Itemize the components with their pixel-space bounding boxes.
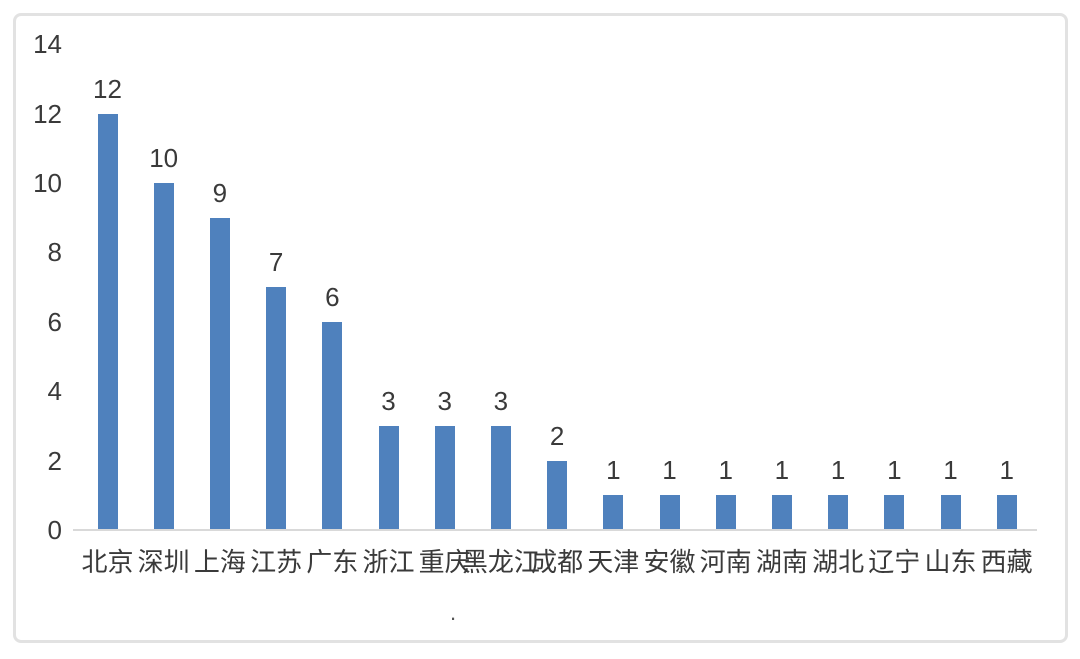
- bar-value-label: 3: [381, 385, 396, 416]
- bar: [659, 495, 680, 530]
- bar-value-label: 6: [325, 281, 340, 312]
- bar: [996, 495, 1017, 530]
- bar-value-label: 1: [718, 455, 733, 486]
- bar-value-label: 3: [437, 385, 452, 416]
- bar-value-label: 3: [493, 385, 509, 416]
- bar: [771, 495, 792, 530]
- x-axis-line: [73, 529, 1037, 531]
- bar: [434, 425, 455, 530]
- bar-value-label: 1: [999, 455, 1014, 486]
- x-tick-label: 成都: [531, 547, 584, 577]
- y-tick-label: 8: [47, 237, 62, 268]
- x-tick-label: 天津: [587, 547, 640, 577]
- x-tick-label: 浙江: [362, 547, 415, 577]
- y-tick-label: 2: [47, 445, 62, 476]
- x-tick-label: 湖北: [812, 547, 865, 577]
- x-tick-label: 北京: [81, 547, 134, 577]
- bar-value-label: 1: [774, 455, 790, 486]
- bar-value-label: 1: [887, 455, 902, 486]
- x-tick-label: 黑龙江: [461, 547, 540, 577]
- x-tick-label: 深圳: [137, 547, 190, 577]
- bar-value-label: 1: [943, 455, 958, 486]
- bar: [97, 113, 118, 530]
- bar: [884, 495, 905, 530]
- x-tick-label: 辽宁: [868, 547, 921, 577]
- x-tick-label: 西藏: [980, 547, 1033, 577]
- bar-value-label: 7: [268, 247, 284, 278]
- y-tick-label: 4: [47, 376, 62, 407]
- bar: [603, 495, 624, 530]
- bar-value-label: 9: [212, 177, 228, 208]
- bar: [490, 425, 511, 530]
- bar: [715, 495, 736, 530]
- x-tick-label: 广东: [306, 547, 359, 577]
- bar: [322, 321, 343, 530]
- bar: [209, 217, 230, 530]
- x-tick-label: 重庆: [418, 547, 471, 577]
- bar-value-label: 12: [93, 73, 122, 104]
- bar-value-label: 1: [606, 455, 621, 486]
- x-tick-label: 上海: [193, 547, 246, 577]
- bar-value-label: 2: [549, 420, 565, 451]
- y-tick-label: 14: [33, 29, 62, 60]
- bar: [153, 183, 174, 530]
- bar: [828, 495, 849, 530]
- y-tick-label: 6: [47, 306, 62, 337]
- footnote-dot: .: [450, 600, 457, 625]
- chart-frame: [13, 13, 1068, 643]
- x-tick-label: 江苏: [250, 547, 303, 577]
- x-tick-label: 湖南: [755, 547, 808, 577]
- y-tick-label: 0: [47, 515, 62, 545]
- x-tick-label: 安徽: [643, 547, 696, 577]
- x-tick-label: 山东: [924, 547, 977, 577]
- x-tick-label: 河南: [699, 547, 752, 577]
- bar: [266, 287, 287, 530]
- bar-value-label: 1: [662, 455, 677, 486]
- y-tick-label: 12: [33, 98, 62, 129]
- bar-value-label: 1: [830, 455, 846, 486]
- bar-value-label: 10: [149, 143, 179, 173]
- bar: [940, 495, 961, 530]
- bar: [378, 425, 399, 530]
- bar: [547, 460, 568, 530]
- y-tick-label: 10: [33, 168, 62, 198]
